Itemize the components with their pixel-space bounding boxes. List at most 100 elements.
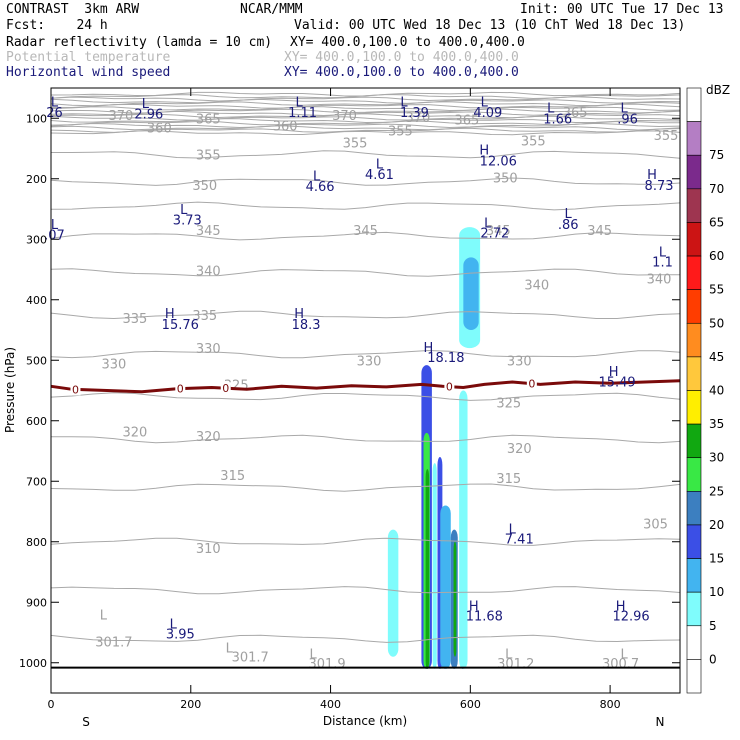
x-tick-label: 800 [600,698,621,711]
theta-low-value: 301.7 [232,651,269,666]
wind-extremum-value: 12.06 [480,155,517,170]
wind-extremum-marker: H [609,365,619,380]
theta-contour-line [50,110,681,117]
theta-contour-line [50,177,681,186]
reflectivity-cell [463,257,479,330]
colorbar-tick-label: 40 [709,384,724,398]
theta-contour-label: 335 [192,309,217,324]
theta-contour-label: 345 [353,224,378,239]
y-tick-label: 400 [26,294,47,307]
y-tick-label: 600 [26,415,47,428]
wind-extremum-value: 4.09 [473,106,502,121]
zero-isotherm-label-bg [444,380,455,393]
colorbar-tick-label: 70 [709,182,724,196]
colorbar-tick-label: 30 [709,451,724,465]
wind-extremum-value: 3.95 [166,628,195,643]
wind-extremum-value: 18.18 [427,351,464,366]
theta-contour-label: 355 [343,136,368,151]
colorbar-tick-label: 0 [709,652,717,666]
theta-contour-line [50,127,681,133]
theta-contour-label: 360 [273,120,298,135]
wind-extremum-marker: H [294,307,304,322]
theta-low-marker: L [226,642,234,657]
theta-low-marker: L [309,648,317,663]
zero-isotherm-label: 0 [177,383,184,396]
colorbar-segment [686,188,702,223]
theta-contour-line [51,150,681,159]
wind-extremum-marker: L [481,95,489,110]
colorbar-tick-label: 75 [709,148,724,162]
axes-layer: 100 200 300 400 500 600 700 800 900 1000 0 200 400 60… [3,87,681,729]
colorbar-tick-label: 65 [709,215,724,229]
theta-contour-line [50,98,681,104]
theta-contour-label: 355 [521,135,546,150]
zero-isotherm-label: 0 [528,378,535,391]
y-tick-label: 100 [26,112,47,125]
wind-extremum-marker: L [659,245,667,260]
theta-contour-line [50,125,681,131]
wind-extremum-marker: L [51,95,59,110]
theta-contour-layer: 370 365 360 360 370 370 365 365 355 355 355 355 355 3… [50,91,681,672]
x-tick-label: 200 [180,698,201,711]
wind-extremum-marker: L [484,216,492,231]
colorbar-segment [686,423,702,459]
valid-time: Valid: 00 UTC Wed 18 Dec 13 (10 ChT Wed … [294,18,686,33]
wind-extremum-value: .96 [617,112,638,127]
theta-contour-label: 370 [332,109,357,124]
colorbar-segment [686,625,702,660]
colorbar-segment [686,121,702,156]
reflectivity-cell [387,529,399,657]
wind-extremum-value: 4.66 [306,180,335,195]
wind-extremum-value: 3.73 [173,213,202,228]
theta-contour-label: 365 [563,106,588,121]
theta-contour-line [50,103,681,109]
theta-contour-label: 355 [654,129,679,144]
theta-contour-line [50,113,681,119]
zero-isotherm-line [50,379,681,394]
colorbar-segment [686,87,702,122]
reflectivity-cell [453,541,457,657]
x-tick-label: 600 [460,698,481,711]
colorbar-tick-label: 60 [709,249,724,263]
wind-extremum-marker: H [479,144,489,159]
theta-contour-line [50,118,681,124]
theta-contour-line [50,122,681,129]
wind-extremum-value: 1.66 [543,112,572,127]
field-wind-xy: XY= 400.0,100.0 to 400.0,400.0 [284,65,519,80]
colorbar-tick-label: 20 [709,518,724,532]
reflectivity-cell [432,463,437,669]
wind-extremum-marker: L [51,218,59,233]
colorbar-segment [686,322,702,358]
theta-contour-label: 350 [493,172,518,187]
theta-contour-label: 320 [507,442,532,457]
reflectivity-cell [425,469,430,669]
wind-extremum-marker: L [400,95,408,110]
theta-contour-label: 355 [196,149,221,164]
zero-isotherm-label: 0 [446,381,453,394]
theta-low-value: 301.9 [308,657,345,672]
wind-extremum-marker: L [295,95,303,110]
theta-low-marker: L [100,608,108,623]
theta-low-value: 301.2 [497,657,534,672]
wind-extremum-marker: H [616,599,626,614]
wind-extremum-marker: L [376,158,384,173]
y-tick-label: 1000 [19,657,47,670]
colorbar-segment [686,356,702,391]
wind-extremum-marker: L [565,207,573,222]
wind-extremum-value: .86 [558,218,579,233]
colorbar-tick-label: 15 [709,552,724,566]
wind-extremum-value: 26 [46,106,63,121]
theta-contour-label: 350 [192,179,217,194]
theta-contour-line [50,392,681,401]
x-tick-label: 400 [320,698,341,711]
theta-contour-label: 320 [196,430,221,445]
wind-extremum-marker: H [424,341,434,356]
theta-contour-label: 305 [643,518,668,533]
theta-contour-label: 330 [357,354,382,369]
wind-extremum-marker: H [165,307,175,322]
theta-contour-label: 345 [486,224,511,239]
wind-extremum-marker: L [620,101,628,116]
wind-extremum-marker: L [313,170,321,185]
reflectivity-layer [387,227,481,669]
